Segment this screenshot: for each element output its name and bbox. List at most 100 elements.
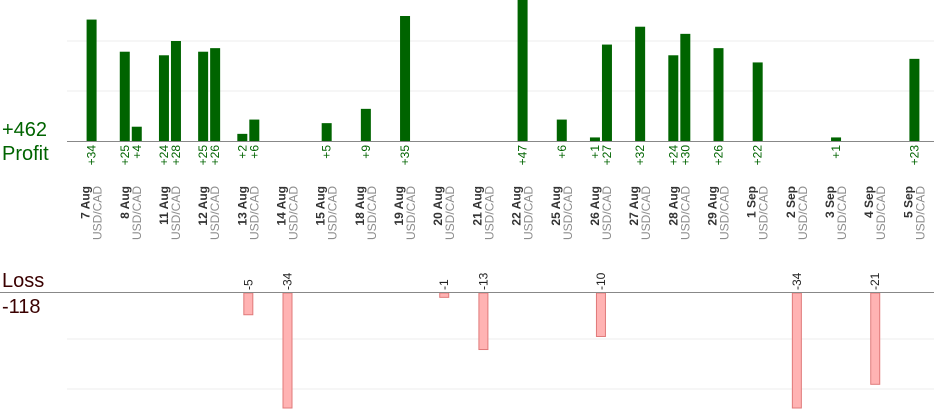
pair-label: USD/CAD [91, 186, 105, 240]
pair-label: USD/CAD [874, 186, 888, 240]
profit-value-label: +24 [666, 145, 680, 166]
profit-value-label: +26 [712, 145, 726, 166]
date-label: 29 Aug [706, 186, 720, 226]
pair-label: USD/CAD [247, 186, 261, 240]
loss-bar [439, 292, 450, 298]
pair-label: USD/CAD [287, 186, 301, 240]
loss-value-label: -10 [594, 272, 608, 290]
loss-bar [791, 292, 802, 409]
loss-value-label: -13 [476, 272, 490, 290]
pair-label: USD/CAD [443, 186, 457, 240]
profit-bar [249, 119, 260, 141]
profit-bar [668, 55, 679, 141]
pair-label: USD/CAD [208, 186, 222, 240]
profit-label: Profit [2, 143, 49, 165]
profit-bar [752, 62, 763, 141]
profit-bar [131, 126, 142, 141]
date-label: 21 Aug [470, 186, 484, 226]
profit-bar [170, 41, 181, 141]
pair-label: USD/CAD [796, 186, 810, 240]
profit-bar [556, 119, 567, 141]
date-label: 19 Aug [392, 186, 406, 226]
profit-bar [713, 48, 724, 142]
loss-bar [870, 292, 881, 385]
pair-label: USD/CAD [561, 186, 575, 240]
date-label: 25 Aug [549, 186, 563, 226]
loss-bar [595, 292, 606, 337]
date-label: 4 Sep [862, 186, 876, 218]
date-label: 20 Aug [431, 186, 445, 226]
profit-bar [400, 16, 411, 141]
pair-label: USD/CAD [913, 186, 927, 240]
loss-value-label: -34 [281, 272, 295, 290]
date-label: 27 Aug [627, 186, 641, 226]
profit-bar [680, 33, 691, 141]
profit-value-label: +28 [169, 145, 183, 166]
pair-label: USD/CAD [522, 186, 536, 240]
loss-bars [243, 292, 881, 409]
loss-total: -118 [2, 296, 41, 318]
profit-value-label: +30 [678, 145, 692, 166]
profit-total: +462 [2, 119, 48, 141]
loss-value-label: -34 [790, 272, 804, 290]
profit-value-label: +6 [555, 145, 569, 159]
date-label: 5 Sep [901, 186, 915, 218]
pair-label: USD/CAD [639, 186, 653, 240]
date-label: 22 Aug [510, 186, 524, 226]
date-label: 2 Sep [784, 186, 798, 218]
profit-value-label: +5 [320, 145, 334, 159]
date-label: 7 Aug [79, 186, 93, 219]
pair-label: USD/CAD [835, 186, 849, 240]
profit-value-label: +1 [829, 145, 843, 159]
loss-bar [243, 292, 254, 316]
profit-bar [601, 44, 612, 142]
pair-label: USD/CAD [600, 186, 614, 240]
pair-label: USD/CAD [130, 186, 144, 240]
profit-bar [119, 51, 130, 141]
date-label: 15 Aug [314, 186, 328, 226]
profit-value-label: +25 [196, 145, 210, 166]
date-label: 8 Aug [118, 186, 132, 219]
loss-value-label: -21 [868, 272, 882, 290]
profit-value-label: +2 [235, 145, 249, 159]
date-label: 3 Sep [823, 186, 837, 218]
profit-value-label: +26 [208, 145, 222, 166]
profit-value-label: +1 [588, 145, 602, 159]
date-label: 1 Sep [745, 186, 759, 218]
loss-value-label: -5 [241, 279, 255, 290]
pair-label: USD/CAD [365, 186, 379, 240]
profit-value-label: +23 [907, 145, 921, 166]
profit-value-label: +25 [118, 145, 132, 166]
date-label: 14 Aug [275, 186, 289, 226]
loss-value-label: -1 [437, 279, 451, 290]
profit-bar [321, 123, 332, 141]
profit-bars [86, 0, 920, 142]
profit-bar [517, 0, 528, 141]
profit-bar [198, 51, 209, 141]
pair-label: USD/CAD [169, 186, 183, 240]
profit-value-label: +34 [85, 145, 99, 166]
date-label: 12 Aug [196, 186, 210, 226]
date-label: 18 Aug [353, 186, 367, 226]
loss-bar [478, 292, 489, 351]
profit-bar [635, 26, 646, 141]
loss-value-labels: -5 -34 -1 -13 -10 -34 -21 [241, 272, 882, 290]
profit-value-label: +47 [516, 145, 530, 166]
profit-value-label: +22 [751, 145, 765, 166]
profit-bar [909, 58, 920, 141]
profit-bar [360, 108, 371, 141]
date-label: 13 Aug [235, 186, 249, 226]
profit-bar [831, 137, 842, 141]
pair-label: USD/CAD [482, 186, 496, 240]
profit-bar [86, 19, 97, 142]
profit-value-label: +35 [398, 145, 412, 166]
pair-label: USD/CAD [718, 186, 732, 240]
date-label: 26 Aug [588, 186, 602, 226]
profit-value-label: +4 [130, 145, 144, 159]
profit-bar [158, 55, 169, 141]
pair-label: USD/CAD [404, 186, 418, 240]
loss-label: Loss [2, 270, 45, 292]
profit-value-labels: +34 +25+4 +24+28 +25+26 +2+6 +5 +9 +35 +47 +6 +1+2… [85, 145, 922, 166]
